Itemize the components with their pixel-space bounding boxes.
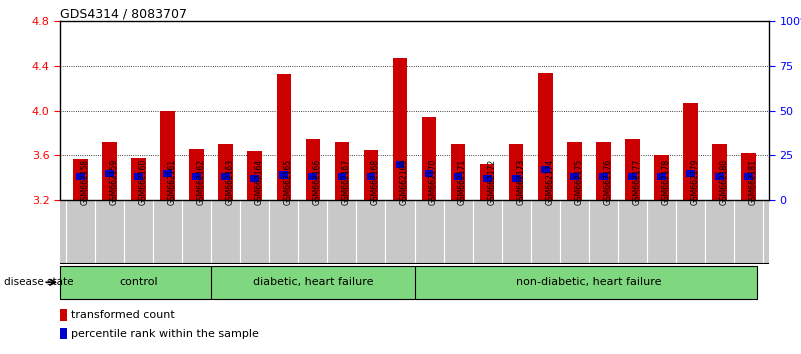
Bar — [396, 161, 405, 168]
Bar — [76, 173, 85, 181]
Bar — [337, 173, 346, 181]
Text: control: control — [119, 277, 158, 287]
Text: GSM662173: GSM662173 — [516, 159, 525, 205]
Text: GSM662177: GSM662177 — [633, 159, 642, 205]
Bar — [60, 328, 67, 339]
Bar — [744, 173, 753, 181]
Text: non-diabetic, heart failure: non-diabetic, heart failure — [516, 277, 662, 287]
Bar — [308, 173, 317, 181]
Text: percentile rank within the sample: percentile rank within the sample — [71, 329, 260, 339]
Bar — [483, 175, 492, 182]
Bar — [280, 171, 288, 179]
Bar — [60, 309, 67, 321]
Bar — [103, 142, 117, 200]
Bar — [599, 173, 608, 181]
Text: GSM662161: GSM662161 — [167, 159, 176, 205]
Text: GSM662168: GSM662168 — [371, 159, 380, 205]
Bar — [305, 138, 320, 200]
Bar — [276, 74, 291, 200]
Bar — [163, 170, 172, 177]
Text: GSM662175: GSM662175 — [574, 159, 583, 205]
Bar — [192, 173, 201, 181]
Bar — [541, 166, 549, 173]
Text: GSM662162: GSM662162 — [196, 159, 206, 205]
Bar — [221, 173, 230, 181]
Bar — [683, 103, 698, 200]
Text: disease state: disease state — [4, 277, 74, 287]
Bar — [509, 144, 524, 200]
Text: GSM662171: GSM662171 — [458, 159, 467, 205]
Text: GSM662178: GSM662178 — [662, 159, 670, 205]
Bar — [251, 175, 259, 182]
Bar — [715, 173, 724, 181]
Bar — [657, 173, 666, 181]
Bar — [425, 170, 433, 177]
Text: GSM662181: GSM662181 — [749, 159, 758, 205]
Bar — [367, 173, 376, 181]
Text: GSM662180: GSM662180 — [719, 159, 729, 205]
Text: GSM662170: GSM662170 — [429, 159, 438, 205]
Bar — [570, 173, 578, 181]
Text: GSM662165: GSM662165 — [284, 159, 293, 205]
Bar — [73, 159, 87, 200]
Text: GSM662166: GSM662166 — [313, 159, 322, 205]
Bar — [131, 158, 146, 200]
Bar — [364, 150, 378, 200]
Bar — [742, 153, 756, 200]
Bar — [567, 142, 582, 200]
Text: GSM662172: GSM662172 — [487, 159, 496, 205]
Text: diabetic, heart failure: diabetic, heart failure — [252, 277, 373, 287]
Text: GSM662176: GSM662176 — [603, 159, 612, 205]
Bar — [392, 58, 407, 200]
Bar — [335, 142, 349, 200]
Text: GSM662163: GSM662163 — [226, 159, 235, 205]
Bar — [453, 173, 462, 181]
Text: GSM662159: GSM662159 — [110, 159, 119, 205]
Bar — [248, 151, 262, 200]
Bar — [480, 164, 494, 200]
Text: transformed count: transformed count — [71, 310, 175, 320]
Text: GSM662167: GSM662167 — [342, 159, 351, 205]
Text: GSM662160: GSM662160 — [139, 159, 147, 205]
Bar — [134, 173, 143, 181]
Bar — [654, 155, 669, 200]
Text: GSM662174: GSM662174 — [545, 159, 554, 205]
Bar — [422, 117, 437, 200]
Bar — [105, 170, 114, 177]
Bar — [451, 144, 465, 200]
Bar — [628, 173, 637, 181]
Bar — [219, 144, 233, 200]
Bar — [712, 144, 727, 200]
Bar — [538, 73, 553, 200]
Bar — [160, 110, 175, 200]
Text: GDS4314 / 8083707: GDS4314 / 8083707 — [60, 7, 187, 20]
Text: GSM662169: GSM662169 — [400, 159, 409, 205]
Text: GSM662179: GSM662179 — [690, 159, 699, 205]
Text: GSM662158: GSM662158 — [80, 159, 90, 205]
Bar — [189, 149, 204, 200]
Bar — [512, 175, 521, 182]
Bar — [686, 170, 695, 177]
Text: GSM662164: GSM662164 — [255, 159, 264, 205]
Bar — [625, 138, 640, 200]
Bar — [596, 142, 610, 200]
